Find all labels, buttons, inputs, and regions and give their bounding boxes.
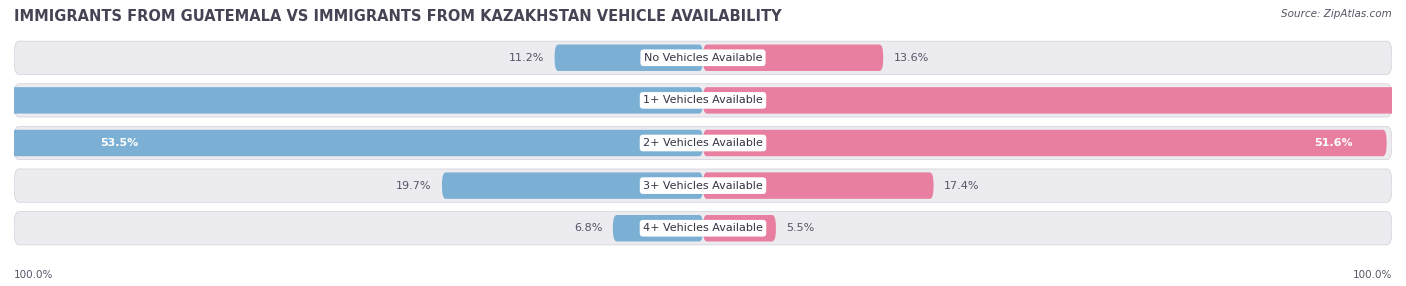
Text: 4+ Vehicles Available: 4+ Vehicles Available xyxy=(643,223,763,233)
Text: 53.5%: 53.5% xyxy=(100,138,139,148)
FancyBboxPatch shape xyxy=(14,169,1392,202)
Text: 11.2%: 11.2% xyxy=(509,53,544,63)
Text: IMMIGRANTS FROM GUATEMALA VS IMMIGRANTS FROM KAZAKHSTAN VEHICLE AVAILABILITY: IMMIGRANTS FROM GUATEMALA VS IMMIGRANTS … xyxy=(14,9,782,23)
FancyBboxPatch shape xyxy=(703,130,1386,156)
FancyBboxPatch shape xyxy=(0,130,703,156)
FancyBboxPatch shape xyxy=(441,172,703,199)
FancyBboxPatch shape xyxy=(613,215,703,241)
Text: 6.8%: 6.8% xyxy=(574,223,602,233)
Text: 5.5%: 5.5% xyxy=(786,223,814,233)
FancyBboxPatch shape xyxy=(703,87,1406,114)
FancyBboxPatch shape xyxy=(14,126,1392,160)
Text: No Vehicles Available: No Vehicles Available xyxy=(644,53,762,63)
FancyBboxPatch shape xyxy=(703,45,883,71)
FancyBboxPatch shape xyxy=(703,215,776,241)
FancyBboxPatch shape xyxy=(14,84,1392,117)
FancyBboxPatch shape xyxy=(14,212,1392,245)
Text: 1+ Vehicles Available: 1+ Vehicles Available xyxy=(643,95,763,105)
Text: 13.6%: 13.6% xyxy=(894,53,929,63)
Text: 19.7%: 19.7% xyxy=(396,181,432,191)
FancyBboxPatch shape xyxy=(703,172,934,199)
FancyBboxPatch shape xyxy=(554,45,703,71)
FancyBboxPatch shape xyxy=(14,41,1392,74)
FancyBboxPatch shape xyxy=(0,87,703,114)
Text: 17.4%: 17.4% xyxy=(945,181,980,191)
Text: 3+ Vehicles Available: 3+ Vehicles Available xyxy=(643,181,763,191)
Text: Source: ZipAtlas.com: Source: ZipAtlas.com xyxy=(1281,9,1392,19)
Text: 51.6%: 51.6% xyxy=(1313,138,1353,148)
Text: 100.0%: 100.0% xyxy=(1353,270,1392,279)
Text: 100.0%: 100.0% xyxy=(14,270,53,279)
Text: 2+ Vehicles Available: 2+ Vehicles Available xyxy=(643,138,763,148)
